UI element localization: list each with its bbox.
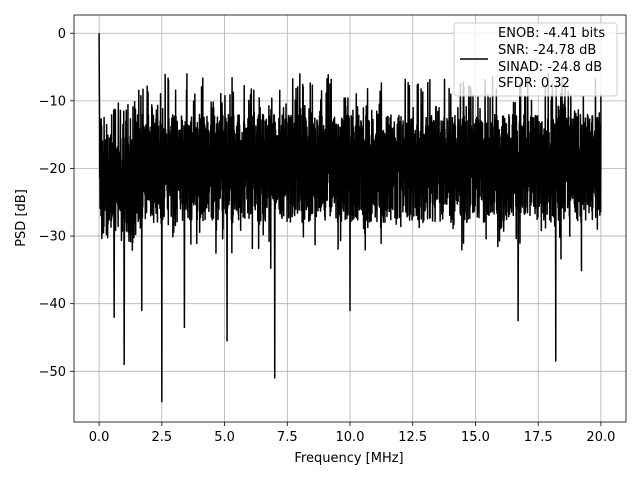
y-tick-label: −20: [39, 162, 66, 177]
y-tick-label: 0: [58, 27, 66, 42]
y-tick-label: −50: [39, 365, 66, 380]
x-tick-label: 5.0: [214, 430, 235, 445]
x-tick-label: 10.0: [336, 430, 365, 445]
legend-box: [453, 22, 618, 97]
legend: ENOB: -4.41 bits SNR: -24.78 dB SINAD: -…: [453, 22, 618, 97]
x-tick-label: 15.0: [461, 430, 490, 445]
x-tick-label: 7.5: [277, 430, 298, 445]
x-tick-label: 17.5: [524, 430, 553, 445]
x-tick-label: 12.5: [398, 430, 427, 445]
legend-entry-snr: SNR: -24.78 dB: [498, 43, 596, 58]
x-axis-ticks: 0.0 2.5 5.0 7.5 10.0 12.5 15.0 17.5 20.0: [89, 422, 615, 445]
legend-entry-sinad: SINAD: -24.8 dB: [498, 60, 602, 75]
plot-area: [98, 33, 602, 403]
x-axis-label: Frequency [MHz]: [294, 451, 403, 466]
y-axis-ticks: 0 −10 −20 −30 −40 −50: [39, 27, 74, 380]
y-tick-label: −40: [39, 297, 66, 312]
legend-entry-enob: ENOB: -4.41 bits: [498, 26, 605, 41]
x-tick-label: 0.0: [89, 430, 110, 445]
x-tick-label: 20.0: [586, 430, 615, 445]
y-axis-label: PSD [dB]: [14, 189, 29, 247]
psd-series-line: [98, 33, 602, 403]
y-tick-label: −30: [39, 230, 66, 245]
x-tick-label: 2.5: [151, 430, 172, 445]
legend-entry-sfdr: SFDR: 0.32: [498, 76, 570, 91]
y-tick-label: −10: [39, 94, 66, 109]
